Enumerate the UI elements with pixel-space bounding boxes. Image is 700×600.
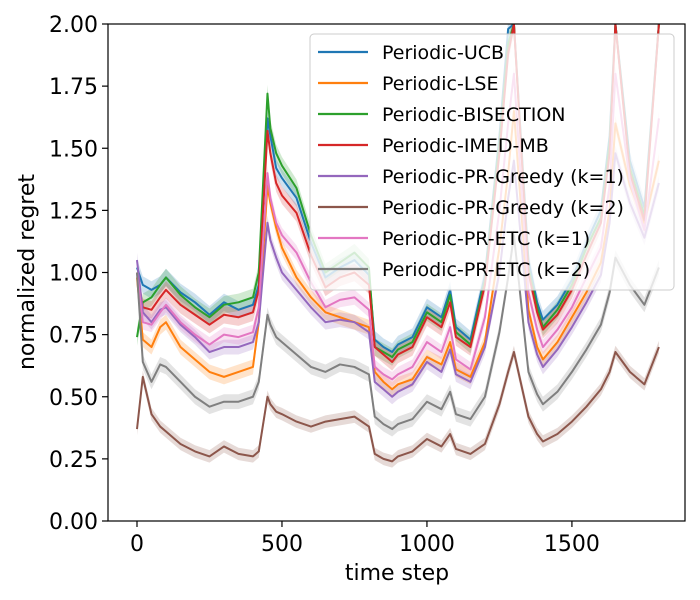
x-tick-label: 1000 (399, 532, 455, 557)
series-lines (135, 24, 660, 463)
line-periodic-pr-greedy-k-2 (136, 346, 660, 463)
y-axis-label: normalized regret (15, 174, 40, 370)
y-tick-label: 1.50 (49, 137, 98, 162)
line-periodic-bisection (136, 24, 660, 358)
y-tick-label: 1.00 (49, 262, 98, 287)
legend-label-periodic-imed-mb: Periodic-IMED-MB (382, 135, 549, 157)
y-tick-label: 0.50 (49, 386, 98, 411)
legend-label-periodic-pr-greedy-k-2: Periodic-PR-Greedy (k=2) (382, 197, 624, 219)
y-tick-label: 1.25 (49, 199, 98, 224)
legend-label-periodic-bisection: Periodic-BISECTION (382, 104, 566, 126)
legend-label-periodic-pr-etc-k-1: Periodic-PR-ETC (k=1) (382, 228, 590, 250)
y-tick-label: 0.25 (49, 448, 98, 473)
legend-box (309, 33, 675, 291)
legend-label-periodic-pr-greedy-k-1: Periodic-PR-Greedy (k=1) (382, 166, 624, 188)
y-tick-label: 0.00 (49, 510, 98, 535)
legend: Periodic-UCB Periodic-LSE Periodic-BISECTI… (309, 33, 675, 291)
line-periodic-lse (135, 109, 660, 391)
y-tick-label: 0.75 (49, 324, 98, 349)
y-tick-label: 1.75 (49, 75, 98, 100)
x-tick-label: 500 (261, 532, 303, 557)
x-axis: 0 500 1000 1500 (130, 521, 600, 557)
legend-label-periodic-lse: Periodic-LSE (382, 73, 498, 95)
y-axis: 0.00 0.25 0.50 0.75 1.00 1.25 1.50 1.75 2.00 (49, 13, 108, 535)
x-axis-label: time step (345, 561, 449, 586)
line-periodic-pr-etc-k-2 (135, 234, 660, 431)
line-periodic-pr-etc-k-1 (136, 72, 660, 381)
legend-label-periodic-ucb: Periodic-UCB (382, 42, 504, 64)
line-periodic-ucb (136, 24, 660, 354)
x-tick-label: 0 (130, 532, 144, 557)
legend-label-periodic-pr-etc-k-2: Periodic-PR-ETC (k=2) (382, 259, 590, 281)
line-periodic-imed-mb (136, 24, 660, 363)
line-periodic-pr-greedy-k-1 (136, 152, 660, 398)
x-tick-label: 1500 (544, 532, 600, 557)
y-tick-label: 2.00 (49, 13, 98, 38)
